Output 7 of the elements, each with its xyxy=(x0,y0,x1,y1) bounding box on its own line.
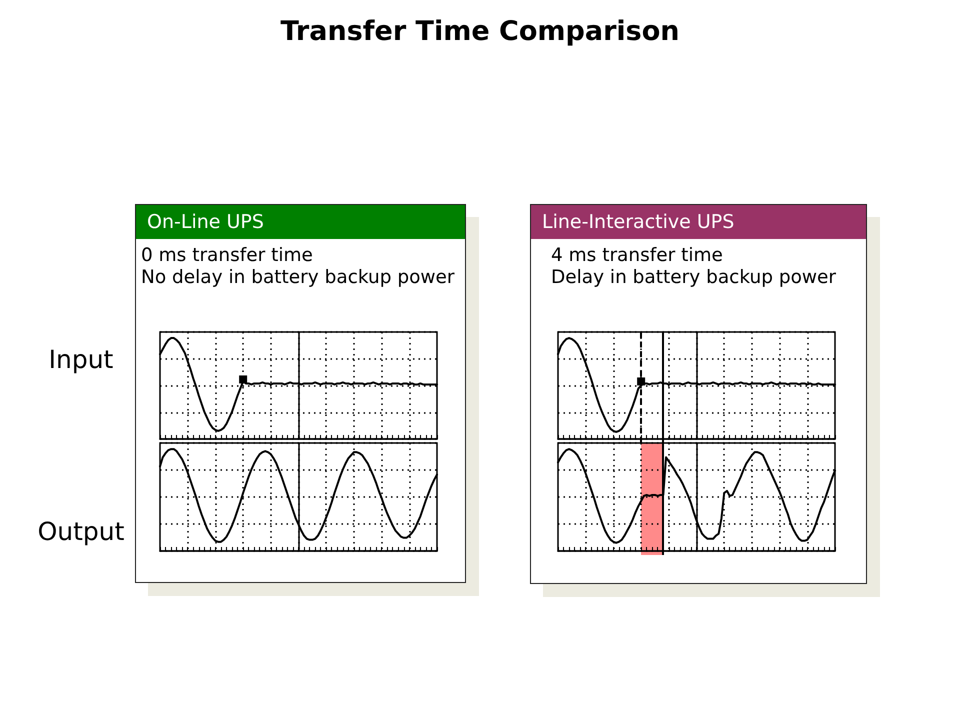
chart-title: On-Line UPS xyxy=(136,205,465,239)
chart-subtitle: 4 ms transfer time Delay in battery backup power xyxy=(551,245,836,289)
chart-subtitle: 0 ms transfer time No delay in battery backup power xyxy=(141,245,455,289)
y-axis-title: Input xyxy=(48,345,114,375)
y-axis-title: Output xyxy=(36,517,126,547)
text: Transfer Time Comparison xyxy=(279,15,681,49)
chart-title: Line-Interactive UPS xyxy=(531,205,866,239)
